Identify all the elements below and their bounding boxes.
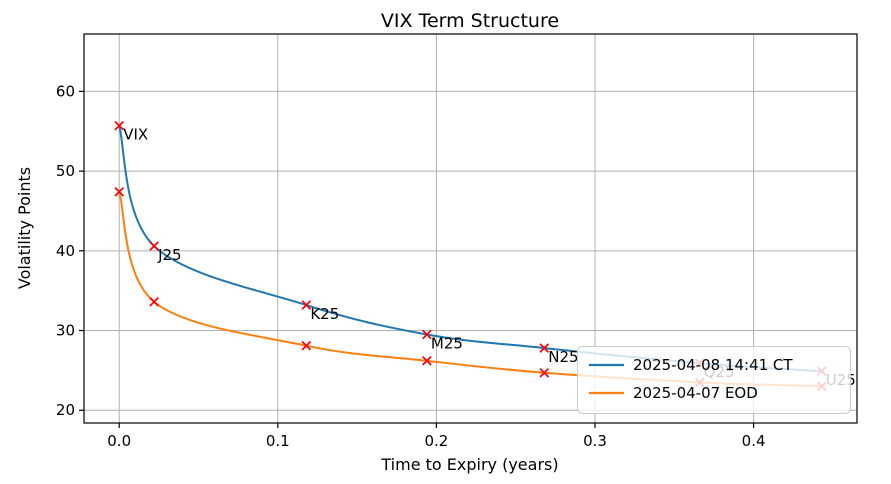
data-point-marker [422, 329, 432, 340]
x-axis-label: Time to Expiry (years) [380, 455, 558, 474]
x-tick-label: 0.0 [107, 432, 131, 450]
axes-frame [83, 33, 858, 424]
legend-entry-eod: 2025-04-07 EOD [633, 384, 758, 402]
series-line-0 [118, 125, 822, 373]
grid-layer [84, 34, 857, 423]
legend-entry-current: 2025-04-08 14:41 CT [633, 356, 793, 374]
data-point-marker [114, 120, 125, 131]
y-tick-label: 50 [56, 162, 75, 180]
data-point-marker [149, 297, 159, 307]
data-point-marker [539, 367, 550, 378]
data-point-marker [301, 340, 312, 351]
y-tick-label: 40 [56, 242, 75, 260]
x-tick-label: 0.4 [742, 432, 766, 450]
chart-title: VIX Term Structure [381, 10, 559, 32]
x-tick-label: 0.2 [424, 432, 448, 450]
y-tick-label: 20 [56, 401, 75, 419]
x-tick-label: 0.3 [583, 432, 607, 450]
y-tick-label: 60 [56, 82, 75, 100]
x-tick-label: 0.1 [266, 432, 290, 450]
data-point-marker [539, 343, 550, 353]
data-point-marker [149, 241, 159, 251]
point-label-m25: M25 [431, 335, 463, 353]
data-point-marker [301, 300, 312, 310]
legend: 2025-04-08 14:41 CT 2025-04-07 EOD [577, 346, 851, 414]
data-point-marker [422, 356, 432, 366]
point-label-n25: N25 [548, 348, 578, 366]
y-tick-label: 30 [56, 322, 75, 340]
data-point-marker [114, 187, 125, 197]
axes-layer: 0.0 0.1 0.2 0.3 0.4 20 30 40 50 60 [56, 33, 858, 450]
point-label-j25: J25 [157, 246, 182, 264]
y-axis-label: Volatility Points [15, 167, 34, 289]
legend-box [577, 346, 851, 414]
point-label-vix: VIX [123, 126, 148, 144]
point-label-k25: K25 [310, 305, 339, 323]
